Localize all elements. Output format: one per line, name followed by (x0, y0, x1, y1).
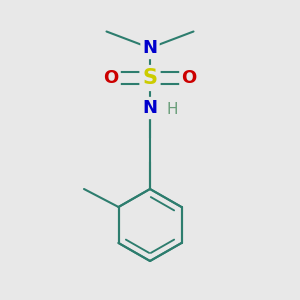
Text: O: O (182, 69, 196, 87)
Text: N: N (142, 99, 158, 117)
Text: S: S (142, 68, 158, 88)
Text: H: H (167, 102, 178, 117)
Text: O: O (103, 69, 118, 87)
Text: N: N (142, 39, 158, 57)
